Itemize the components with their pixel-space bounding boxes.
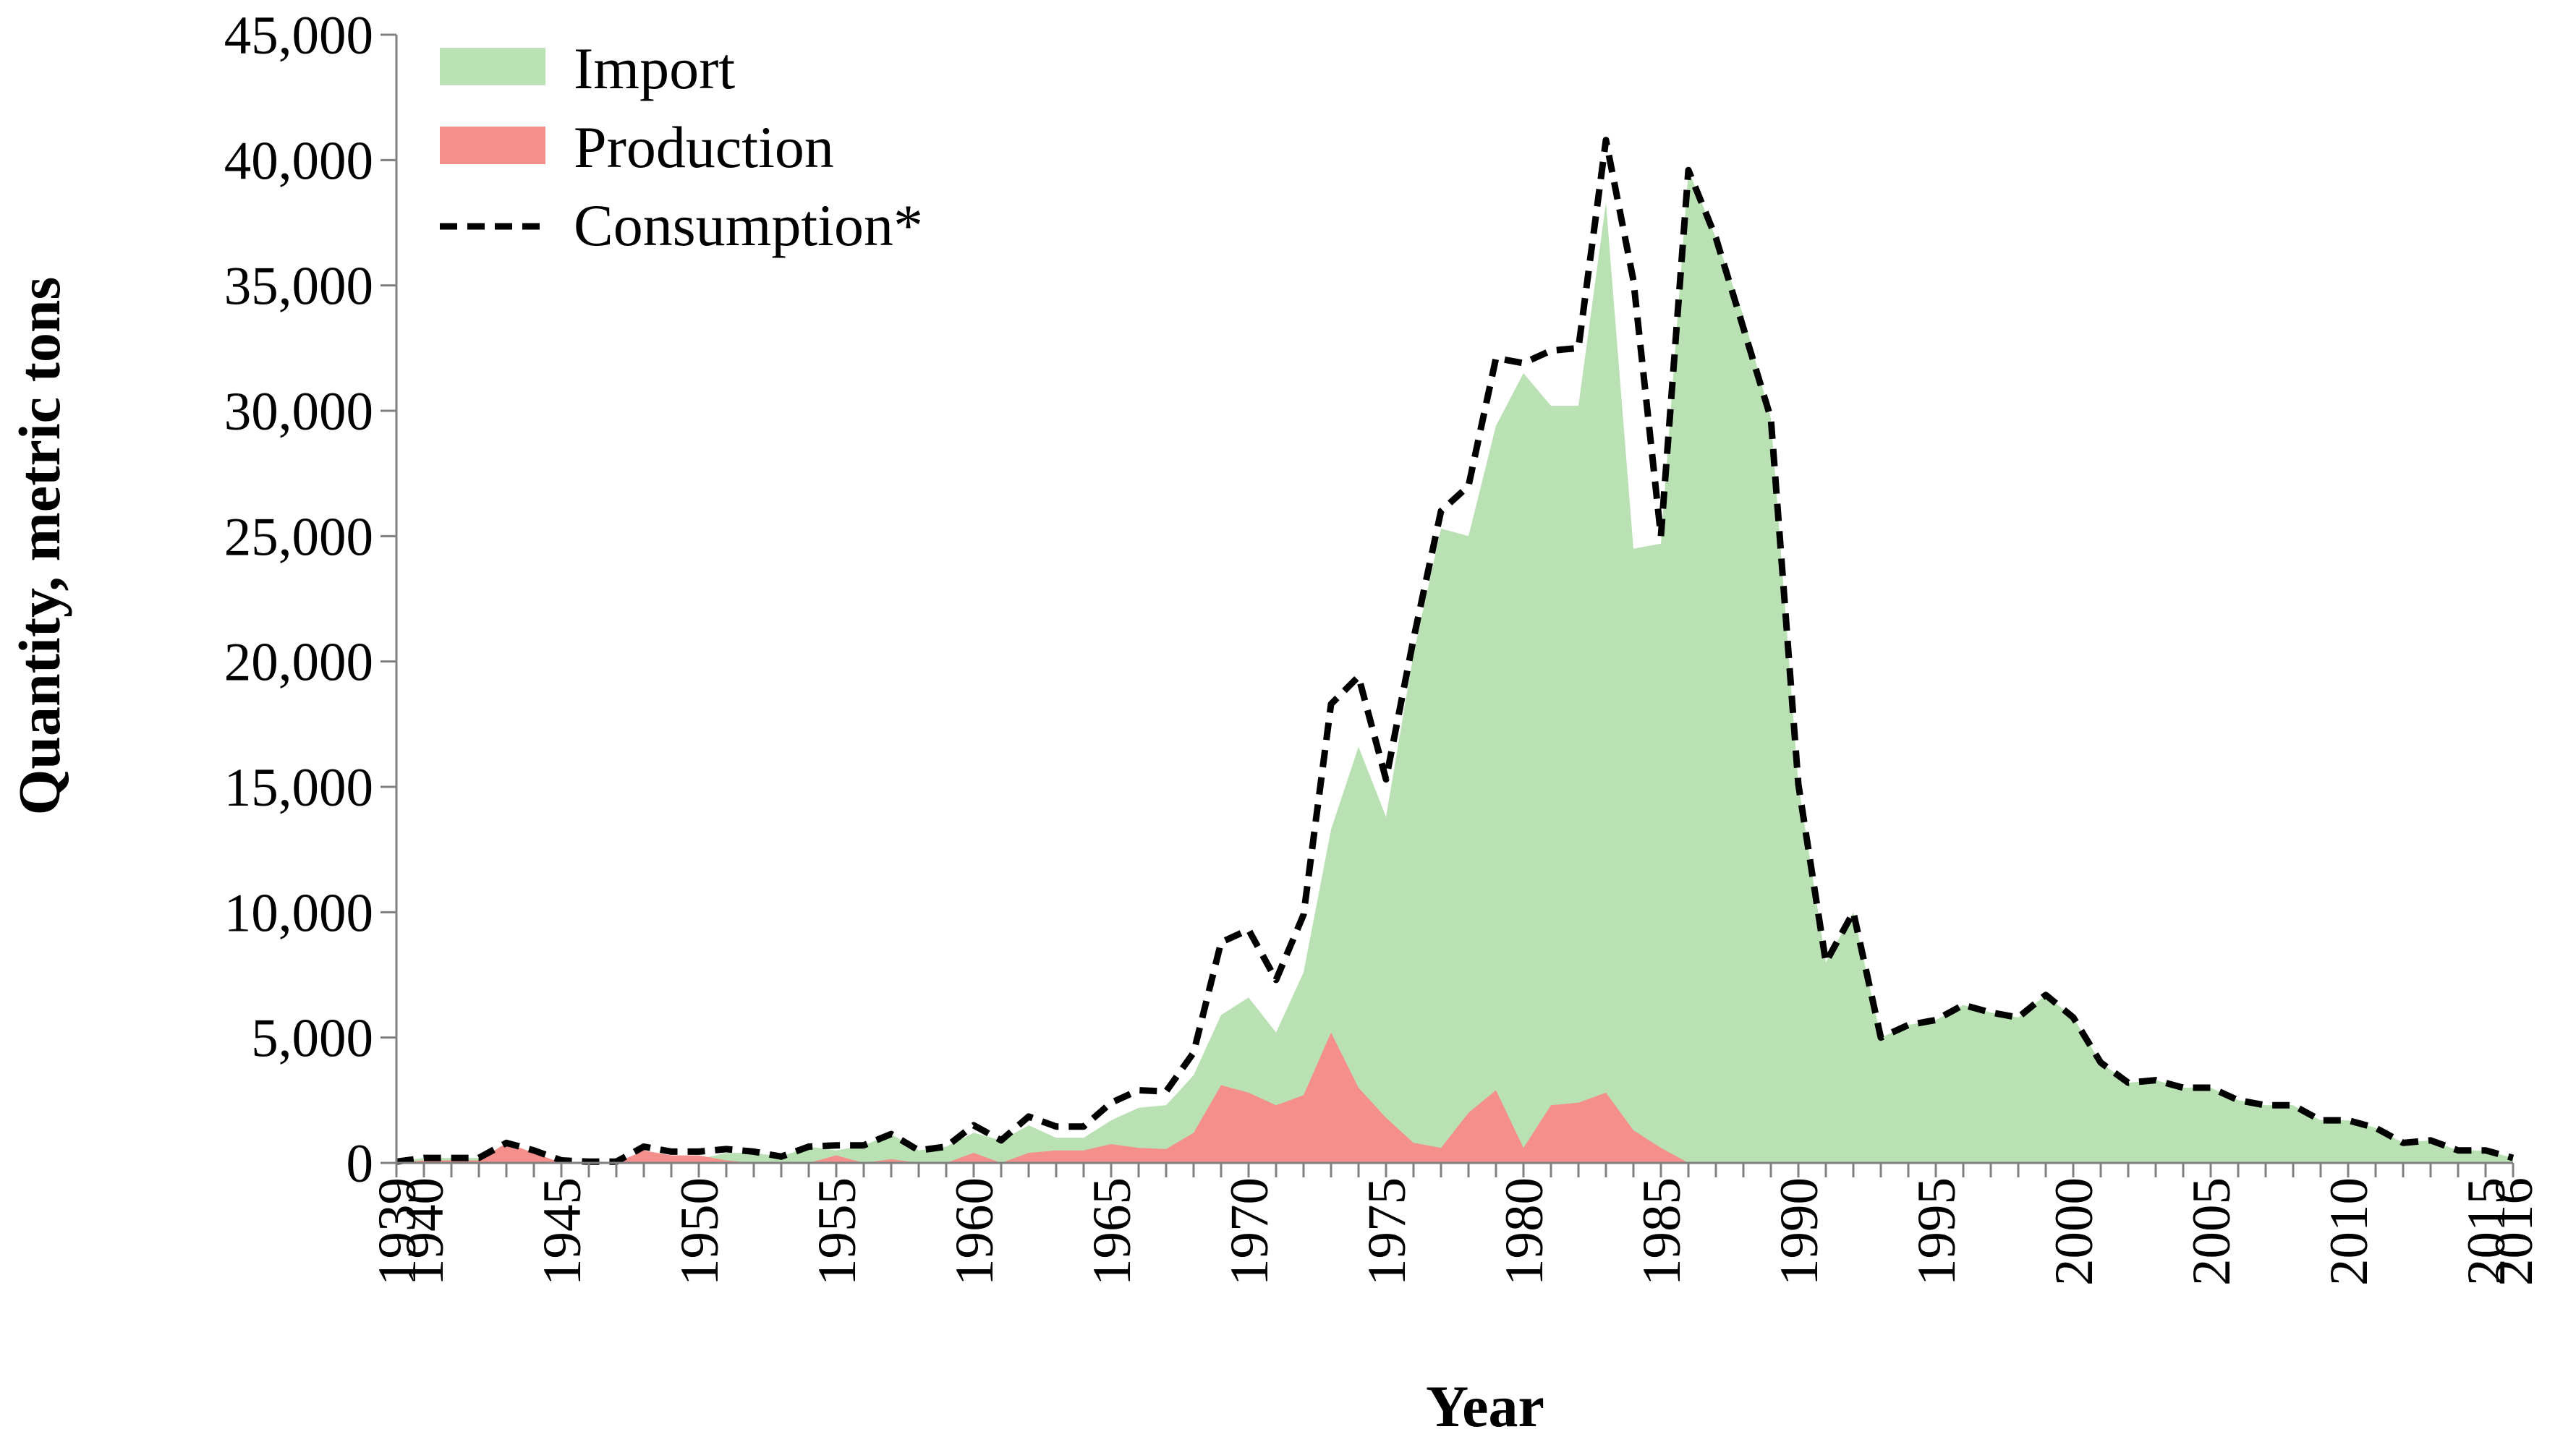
x-tick-label: 1939 (367, 1177, 428, 1286)
x-tick-label: 1950 (670, 1177, 730, 1286)
x-tick-label: 1940 (395, 1177, 455, 1286)
x-axis-title: Year (1426, 1373, 1544, 1437)
legend: Import Production Consumption* (440, 35, 923, 258)
x-tick-label: 1965 (1082, 1177, 1142, 1286)
y-tick-label: 20,000 (224, 633, 373, 693)
legend-label-consumption: Consumption* (574, 192, 923, 258)
x-tick-label: 1995 (1907, 1177, 1967, 1286)
production-area (396, 1032, 2513, 1163)
y-tick-label: 15,000 (224, 758, 373, 818)
consumption-line (396, 137, 2515, 1165)
y-axis-ticks: 0 5,000 10,000 15,000 20,000 25,000 30,000 35,0… (224, 6, 396, 1194)
x-tick-label: 1975 (1357, 1177, 1417, 1286)
y-tick-label: 5,000 (251, 1009, 373, 1069)
y-tick-label: 35,000 (224, 257, 373, 317)
chart-areas (396, 137, 2515, 1165)
y-tick-label: 25,000 (224, 507, 373, 567)
y-tick-label: 45,000 (224, 6, 373, 66)
x-tick-label: 1960 (945, 1177, 1005, 1286)
x-tick-label: 1955 (807, 1177, 867, 1286)
legend-swatch-import (440, 48, 545, 85)
y-axis-title: Quantity, metric tons (7, 277, 72, 816)
y-tick-label: 40,000 (224, 131, 373, 191)
y-tick-label: 30,000 (224, 382, 373, 442)
y-tick-label: 0 (347, 1134, 374, 1194)
import-area (396, 170, 2513, 1164)
x-tick-label: 2015 (2457, 1177, 2517, 1286)
x-tick-label: 1990 (1769, 1177, 1829, 1286)
y-tick-label: 10,000 (224, 883, 373, 943)
legend-label-production: Production (574, 114, 834, 180)
x-tick-label: 2000 (2044, 1177, 2104, 1286)
legend-label-import: Import (574, 35, 735, 101)
x-tick-label: 2010 (2319, 1177, 2379, 1286)
x-tick-label: 1980 (1495, 1177, 1555, 1286)
x-tick-label: 2005 (2182, 1177, 2242, 1286)
x-tick-label: 1945 (532, 1177, 592, 1286)
x-tick-label: 2016 (2484, 1177, 2544, 1286)
x-tick-label: 1970 (1220, 1177, 1280, 1286)
axes (395, 35, 2513, 1164)
legend-swatch-production (440, 127, 545, 164)
x-tick-label: 1985 (1632, 1177, 1692, 1286)
